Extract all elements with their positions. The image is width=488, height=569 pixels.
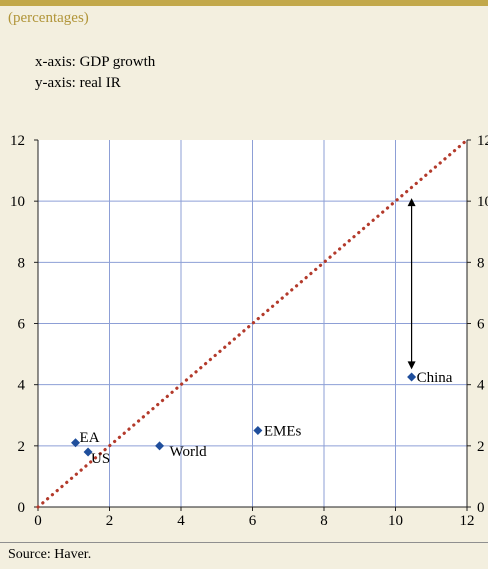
y-tick-label-left: 2	[18, 439, 26, 455]
data-points	[71, 372, 417, 457]
source-note: Source: Haver.	[8, 547, 92, 562]
y-tick-label-left: 0	[18, 500, 26, 516]
y-tick-label-left: 6	[18, 317, 26, 333]
y-tick-label-right: 2	[477, 439, 485, 455]
arrow-head-down	[407, 361, 416, 370]
y-tick-label-right: 8	[477, 255, 485, 271]
point-world	[155, 441, 165, 451]
x-tick-label: 2	[106, 513, 114, 529]
y-tick-label-right: 10	[477, 194, 488, 210]
reference-line-45deg	[36, 138, 469, 509]
x-tick-label: 10	[388, 513, 403, 529]
label-china: China	[417, 370, 453, 386]
x-tick-label: 12	[460, 513, 475, 529]
y-tick-label-right: 6	[477, 317, 485, 333]
label-world: World	[170, 444, 208, 460]
label-emes: EMEs	[264, 424, 302, 440]
y-tick-label-left: 12	[10, 133, 25, 149]
point-us	[83, 447, 93, 457]
x-tick-label: 6	[249, 513, 257, 529]
footer-rule	[0, 542, 488, 543]
point-ea	[71, 438, 81, 448]
china-gap-arrow	[407, 198, 416, 370]
y-tick-label-right: 0	[477, 500, 485, 516]
chart-subtitle: (percentages)	[8, 10, 89, 26]
header-bar	[0, 0, 488, 6]
y-tick-label-right: 4	[477, 378, 485, 394]
y-tick-label-left: 4	[18, 378, 26, 394]
x-tick-label: 0	[34, 513, 42, 529]
label-ea: EA	[80, 430, 100, 446]
y-tick-label-right: 12	[477, 133, 488, 149]
x-tick-label: 8	[320, 513, 328, 529]
point-china	[407, 372, 417, 382]
label-us: US	[91, 451, 110, 467]
x-axis-note: x-axis: GDP growth	[35, 54, 156, 70]
arrow-head-up	[407, 198, 416, 207]
y-axis-note: y-axis: real IR	[35, 75, 121, 91]
y-tick-label-left: 10	[10, 194, 25, 210]
y-tick-label-left: 8	[18, 255, 26, 271]
axis-ticks: 024681012002244668810101212	[10, 133, 488, 529]
point-labels: EA US World EMEs China	[80, 370, 453, 467]
point-emes	[253, 426, 263, 436]
x-tick-label: 4	[177, 513, 185, 529]
